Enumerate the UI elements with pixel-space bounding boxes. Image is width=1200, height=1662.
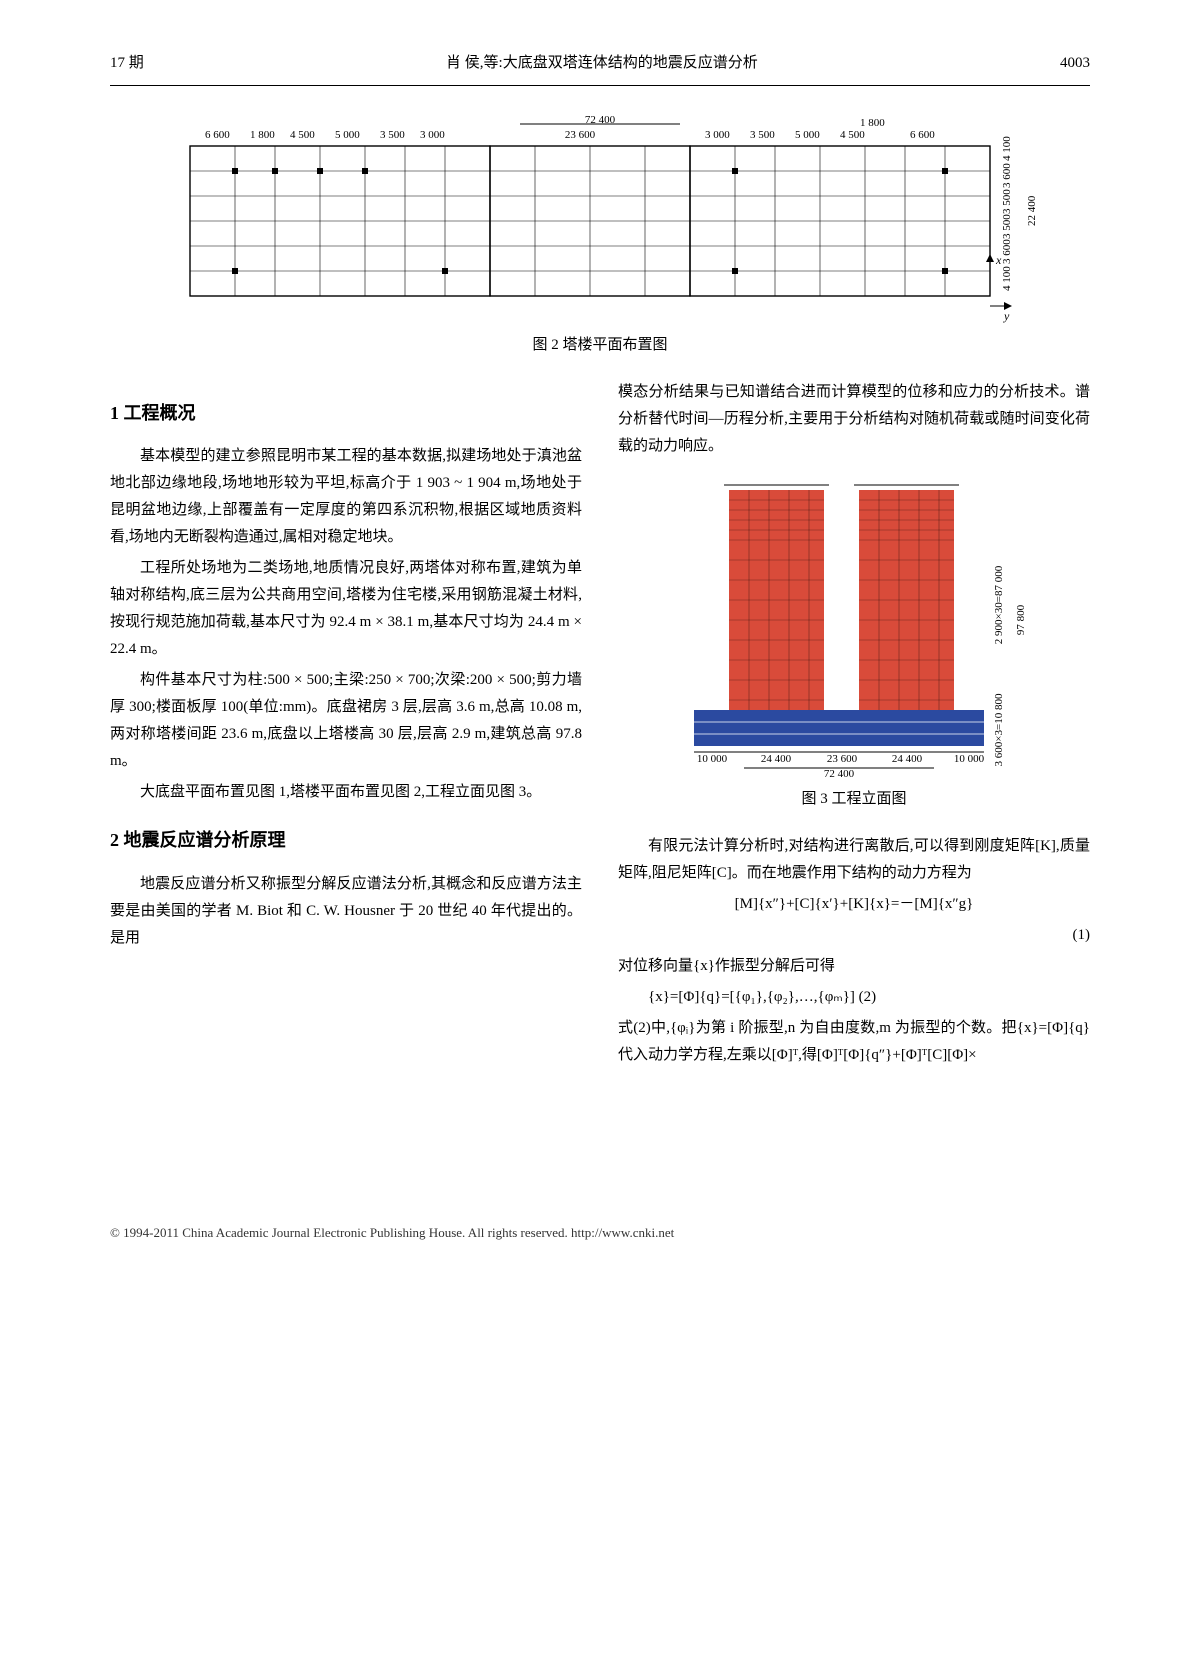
- eq1-num: (1): [1050, 922, 1090, 949]
- figure-3: 2 900×30=87 000 97 800 3 600×3=10 800 10…: [618, 470, 1090, 813]
- fig3-bdim: 24 400: [892, 753, 923, 765]
- figure-3-svg: 2 900×30=87 000 97 800 3 600×3=10 800 10…: [664, 470, 1044, 780]
- fig2-rdim: 3 600: [1001, 239, 1013, 264]
- para: 工程所处场地为二类场地,地质情况良好,两塔体对称布置,建筑为单轴对称结构,底三层…: [110, 555, 582, 663]
- fig2-dim: 23 600: [565, 129, 596, 141]
- header-rule: [110, 85, 1090, 86]
- fig2-rdim: 4 100: [1001, 266, 1013, 291]
- figure-2-svg: 72 400 6 600 1 800 4 500 5 000 3 500 3 0…: [140, 116, 1060, 326]
- section-2-title: 2 地震反应谱分析原理: [110, 824, 582, 856]
- fig2-dim: 1 800: [250, 129, 275, 141]
- fig2-rdim: 3 500: [1001, 189, 1013, 214]
- fig3-bdim: 24 400: [761, 753, 792, 765]
- para: 对位移向量{x}作振型分解后可得: [618, 953, 1090, 980]
- fig2-rdim: 4 100: [1001, 136, 1013, 161]
- fig3-bdim: 10 000: [697, 753, 728, 765]
- equation-1: [M]{x″}+[C]{x′}+[K]{x}=－[M]{x″g}: [618, 891, 1090, 918]
- fig2-dim: 4 500: [290, 129, 315, 141]
- para: 模态分析结果与已知谱结合进而计算模型的位移和应力的分析技术。谱分析替代时间—历程…: [618, 379, 1090, 460]
- eq1-text: [M]{x″}+[C]{x′}+[K]{x}=－[M]{x″g}: [618, 891, 1090, 918]
- figure-2: 72 400 6 600 1 800 4 500 5 000 3 500 3 0…: [110, 116, 1090, 359]
- fig2-dim: 3 000: [420, 129, 445, 141]
- fig3-bdim: 10 000: [954, 753, 985, 765]
- fig2-dim: 4 500: [840, 129, 865, 141]
- para: 地震反应谱分析又称振型分解反应谱法分析,其概念和反应谱方法主要是由美国的学者 M…: [110, 871, 582, 952]
- fig3-rlabel-top: 2 900×30=87 000: [993, 565, 1005, 644]
- para: 有限元法计算分析时,对结构进行离散后,可以得到刚度矩阵[K],质量矩阵,阻尼矩阵…: [618, 833, 1090, 887]
- fig2-dim: 3 500: [750, 129, 775, 141]
- fig2-dim: 5 000: [335, 129, 360, 141]
- para: 构件基本尺寸为柱:500 × 500;主梁:250 × 700;次梁:200 ×…: [110, 667, 582, 775]
- page: 17 期 肖 侯,等:大底盘双塔连体结构的地震反应谱分析 4003 72 400…: [50, 0, 1150, 1284]
- running-title: 肖 侯,等:大底盘双塔连体结构的地震反应谱分析: [446, 50, 758, 77]
- fig2-rdim: 3 500: [1001, 214, 1013, 239]
- fig3-bdim: 23 600: [827, 753, 858, 765]
- equation-1-num: (1): [618, 922, 1090, 949]
- left-column: 1 工程概况 基本模型的建立参照昆明市某工程的基本数据,拟建场地处于滇池盆地北部…: [110, 379, 582, 1073]
- fig2-dim: 1 800: [860, 117, 885, 129]
- fig2-rdim: 3 600: [1001, 163, 1013, 188]
- fig2-top-center-above: 72 400: [585, 116, 616, 126]
- fig2-rsum: 22 400: [1026, 195, 1038, 226]
- fig2-axis-y: y: [1003, 309, 1010, 323]
- fig2-dim: 3 000: [705, 129, 730, 141]
- copyright-footer: © 1994-2011 China Academic Journal Elect…: [110, 1213, 1090, 1244]
- figure-2-caption: 图 2 塔楼平面布置图: [110, 332, 1090, 359]
- fig3-rlabel-pod: 3 600×3=10 800: [993, 693, 1005, 766]
- fig2-axis-x: x: [995, 253, 1002, 267]
- fig2-dim: 6 600: [910, 129, 935, 141]
- page-number: 4003: [1060, 50, 1090, 77]
- section-1-title: 1 工程概况: [110, 397, 582, 429]
- para: 大底盘平面布置见图 1,塔楼平面布置见图 2,工程立面见图 3。: [110, 779, 582, 806]
- running-head: 17 期 肖 侯,等:大底盘双塔连体结构的地震反应谱分析 4003: [110, 50, 1090, 77]
- fig2-dim: 5 000: [795, 129, 820, 141]
- fig3-bsum: 72 400: [824, 768, 855, 780]
- body-columns: 1 工程概况 基本模型的建立参照昆明市某工程的基本数据,拟建场地处于滇池盆地北部…: [110, 379, 1090, 1073]
- fig2-dim: 6 600: [205, 129, 230, 141]
- issue-number: 17 期: [110, 50, 144, 77]
- fig3-rlabel-total: 97 800: [1015, 604, 1027, 635]
- figure-3-caption: 图 3 工程立面图: [618, 786, 1090, 813]
- fig2-dim: 3 500: [380, 129, 405, 141]
- equation-2: {x}=[Φ]{q}=[{φ₁},{φ₂},…,{φₘ}] (2): [618, 984, 1090, 1011]
- para: 式(2)中,{φᵢ}为第 i 阶振型,n 为自由度数,m 为振型的个数。把{x}…: [618, 1015, 1090, 1069]
- para: 基本模型的建立参照昆明市某工程的基本数据,拟建场地处于滇池盆地北部边缘地段,场地…: [110, 443, 582, 551]
- right-column: 模态分析结果与已知谱结合进而计算模型的位移和应力的分析技术。谱分析替代时间—历程…: [618, 379, 1090, 1073]
